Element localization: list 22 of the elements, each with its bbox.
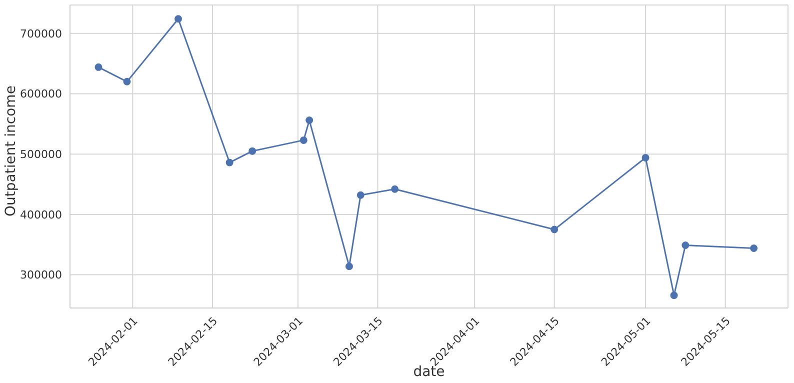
point bbox=[248, 147, 256, 155]
point bbox=[550, 226, 558, 234]
y-tick-label: 400000 bbox=[20, 208, 62, 222]
point bbox=[750, 244, 758, 252]
point bbox=[670, 292, 678, 300]
point bbox=[226, 158, 234, 166]
y-tick-label: 300000 bbox=[20, 268, 62, 282]
point bbox=[642, 154, 650, 162]
point bbox=[174, 15, 182, 23]
point bbox=[123, 78, 131, 86]
point bbox=[682, 241, 690, 249]
point bbox=[345, 262, 353, 270]
point bbox=[94, 63, 102, 71]
y-axis-title: Outpatient income bbox=[2, 86, 19, 216]
y-tick-label: 700000 bbox=[20, 27, 62, 40]
y-tick-label: 500000 bbox=[20, 148, 62, 161]
point bbox=[300, 136, 308, 144]
point bbox=[356, 191, 364, 199]
point bbox=[391, 185, 399, 193]
x-axis-title: date bbox=[413, 364, 445, 380]
y-tick-label: 600000 bbox=[20, 88, 62, 101]
point bbox=[306, 116, 314, 124]
